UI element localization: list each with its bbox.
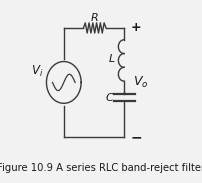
Text: +: + bbox=[130, 21, 141, 34]
Text: L: L bbox=[108, 54, 115, 64]
Text: −: − bbox=[130, 130, 141, 144]
Text: R: R bbox=[90, 13, 98, 23]
Text: Figure 10.9 A series RLC band-reject filter: Figure 10.9 A series RLC band-reject fil… bbox=[0, 163, 202, 173]
Text: C: C bbox=[105, 93, 112, 103]
Text: $V_i$: $V_i$ bbox=[30, 64, 43, 79]
Text: $V_o$: $V_o$ bbox=[132, 75, 148, 90]
